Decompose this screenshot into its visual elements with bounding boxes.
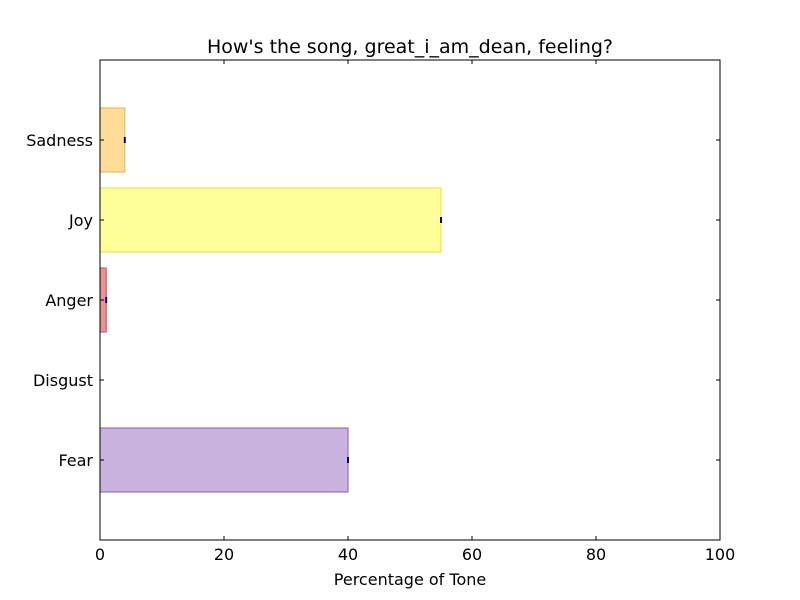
y-axis-ticks: Fear Disgust Anger Joy Sadness: [26, 131, 720, 470]
y-tick-label-fear: Fear: [58, 451, 93, 470]
y-tick-label-anger: Anger: [45, 291, 93, 310]
y-tick-label-disgust: Disgust: [33, 371, 93, 390]
x-tick-label-60: 60: [462, 545, 482, 564]
value-markers-layer: [105, 137, 442, 463]
bar-joy: [99, 187, 442, 253]
x-tick-label-80: 80: [586, 545, 606, 564]
y-tick-label-sadness: Sadness: [26, 131, 93, 150]
x-tick-label-100: 100: [705, 545, 736, 564]
bar-fear: [99, 427, 349, 493]
x-axis-ticks: 0 20 40 60 80 100: [95, 60, 735, 564]
x-tick-label-40: 40: [338, 545, 358, 564]
bars-layer: [99, 107, 442, 493]
x-axis-title: Percentage of Tone: [334, 570, 486, 589]
x-tick-label-20: 20: [214, 545, 234, 564]
x-tick-label-0: 0: [95, 545, 105, 564]
y-tick-label-joy: Joy: [68, 211, 93, 230]
chart-title: How's the song, great_i_am_dean, feeling…: [207, 36, 613, 58]
